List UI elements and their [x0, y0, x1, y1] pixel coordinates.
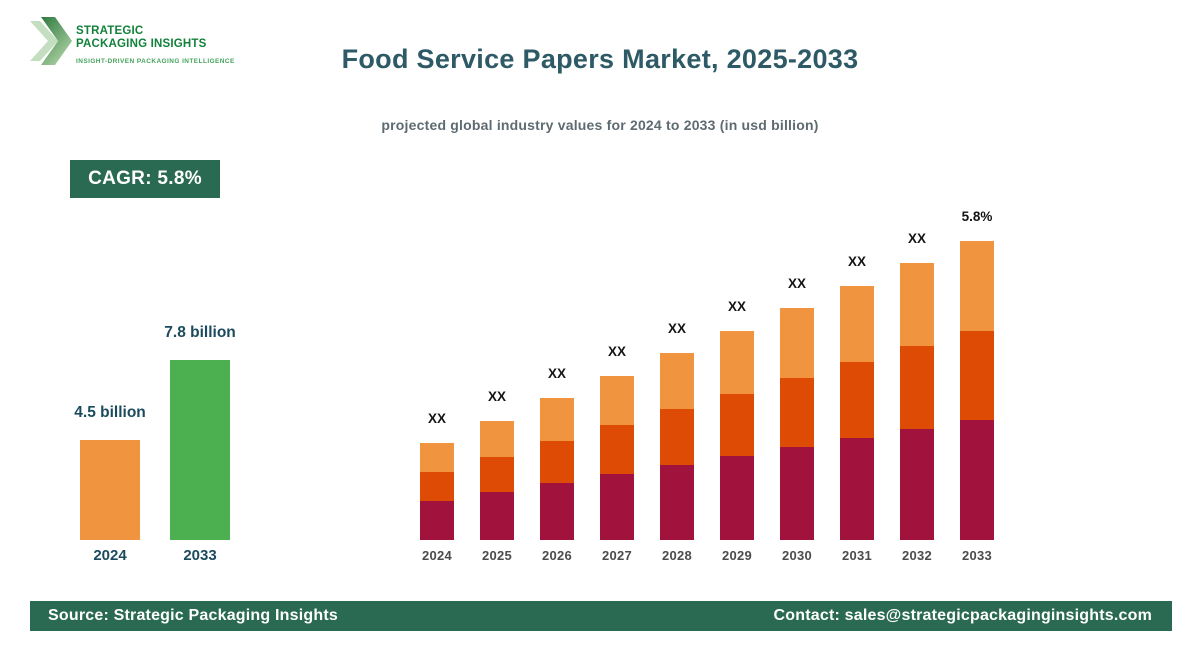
bar-top-label: 5.8% — [961, 209, 993, 224]
bar-segment-middle — [780, 378, 814, 447]
logo-tagline: INSIGHT-DRIVEN PACKAGING INTELLIGENCE — [76, 58, 235, 65]
bar-top-label: XX — [847, 254, 866, 269]
bar-segment-bottom — [660, 465, 694, 540]
bar-segment-middle — [900, 346, 934, 429]
bar-segment-middle — [720, 394, 754, 456]
bar-top-label: XX — [667, 321, 686, 336]
stacked-bar-group: XX 2030 — [780, 204, 814, 564]
footer-contact: Contact: sales@strategicpackaginginsight… — [773, 607, 1152, 624]
logo-chevron-icon — [30, 17, 72, 65]
stacked-bar-group: XX 2026 — [540, 204, 574, 564]
page-title: Food Service Papers Market, 2025-2033 — [341, 44, 859, 74]
bar-category-label: 2026 — [541, 548, 573, 563]
bar-category-label: 2025 — [481, 548, 513, 563]
bar-top-label: XX — [427, 411, 446, 426]
stacked-bar-group: 5.8% 2033 — [960, 204, 994, 564]
bar-segment-top — [540, 398, 574, 441]
bar-category-label: 2031 — [841, 548, 873, 563]
stacked-bar — [540, 398, 574, 540]
bar-top-label: XX — [607, 344, 626, 359]
bar-top-label: XX — [547, 366, 566, 381]
bar-segment-middle — [840, 362, 874, 438]
bar-segment-middle — [660, 409, 694, 465]
footer-bar: Source: Strategic Packaging Insights Con… — [30, 601, 1172, 631]
summary-bar-group: 7.8 billion 2033 — [164, 324, 235, 564]
stacked-bar-group: XX 2024 — [420, 204, 454, 564]
stacked-bar — [780, 308, 814, 540]
bar-category-label: 2029 — [721, 548, 753, 563]
bar-segment-middle — [540, 441, 574, 483]
stacked-bar-group: XX 2029 — [720, 204, 754, 564]
bar-segment-bottom — [420, 501, 454, 540]
bar-segment-top — [900, 263, 934, 346]
summary-bar-chart: 4.5 billion 2024 7.8 billion 2033 — [74, 324, 235, 564]
bar-segment-middle — [960, 331, 994, 420]
stacked-bar — [660, 353, 694, 540]
bar-top-label: XX — [487, 389, 506, 404]
chart-subtitle: projected global industry values for 202… — [381, 117, 819, 133]
bar-segment-bottom — [960, 420, 994, 540]
bar-category-label: 2032 — [901, 548, 933, 563]
stacked-bar-chart: XX 2024 XX 2025 XX 2026 XX 2027 XX 2028 XX 2029 XX 20… — [420, 204, 994, 564]
bar-category-label: 2027 — [601, 548, 633, 563]
bar-top-label: XX — [907, 231, 926, 246]
bar-top-label: XX — [727, 299, 746, 314]
bar-segment-top — [960, 241, 994, 331]
bar-category-label: 2030 — [781, 548, 813, 563]
bar-segment-middle — [420, 472, 454, 501]
stacked-bar-group: XX 2031 — [840, 204, 874, 564]
bar-segment-top — [840, 286, 874, 362]
stacked-bar — [960, 241, 994, 540]
bar-segment-bottom — [600, 474, 634, 540]
cagr-badge: CAGR: 5.8% — [70, 160, 220, 198]
stacked-bar — [900, 263, 934, 540]
bar-segment-top — [780, 308, 814, 378]
stacked-bar — [600, 376, 634, 540]
bar-segment-top — [720, 331, 754, 394]
bar-segment-top — [600, 376, 634, 425]
stacked-bar-group: XX 2027 — [600, 204, 634, 564]
stacked-bar — [840, 286, 874, 540]
stacked-bar-group: XX 2025 — [480, 204, 514, 564]
bar-segment-bottom — [720, 456, 754, 540]
bar-category-label: 2028 — [661, 548, 693, 563]
footer-source: Source: Strategic Packaging Insights — [48, 607, 338, 624]
bar-segment-bottom — [780, 447, 814, 540]
bar-segment-top — [480, 421, 514, 457]
bar-segment-middle — [480, 457, 514, 492]
bar-category-label: 2024 — [93, 547, 127, 564]
bar-category-label: 2033 — [961, 548, 993, 563]
bar-value-label: 4.5 billion — [74, 404, 146, 421]
bar — [170, 360, 230, 540]
stacked-bar — [720, 331, 754, 540]
logo-text: STRATEGIC PACKAGING INSIGHTS INSIGHT-DRI… — [76, 14, 235, 65]
bar — [80, 440, 140, 540]
bar-top-label: XX — [787, 276, 806, 291]
summary-bar-group: 4.5 billion 2024 — [74, 324, 145, 564]
stacked-bar — [420, 443, 454, 540]
logo-name-line2: PACKAGING INSIGHTS — [76, 37, 207, 50]
stacked-bar-group: XX 2032 — [900, 204, 934, 564]
stacked-bar — [480, 421, 514, 540]
bar-segment-bottom — [900, 429, 934, 540]
stacked-bar-group: XX 2028 — [660, 204, 694, 564]
bar-category-label: 2024 — [421, 548, 453, 563]
bar-segment-bottom — [540, 483, 574, 540]
bar-segment-middle — [600, 425, 634, 474]
bar-segment-bottom — [480, 492, 514, 540]
bar-segment-top — [660, 353, 694, 409]
bar-segment-top — [420, 443, 454, 472]
bar-category-label: 2033 — [183, 547, 217, 564]
bar-value-label: 7.8 billion — [164, 324, 236, 341]
logo: STRATEGIC PACKAGING INSIGHTS INSIGHT-DRI… — [30, 14, 235, 66]
bar-segment-bottom — [840, 438, 874, 540]
logo-name-line1: STRATEGIC — [76, 25, 144, 37]
